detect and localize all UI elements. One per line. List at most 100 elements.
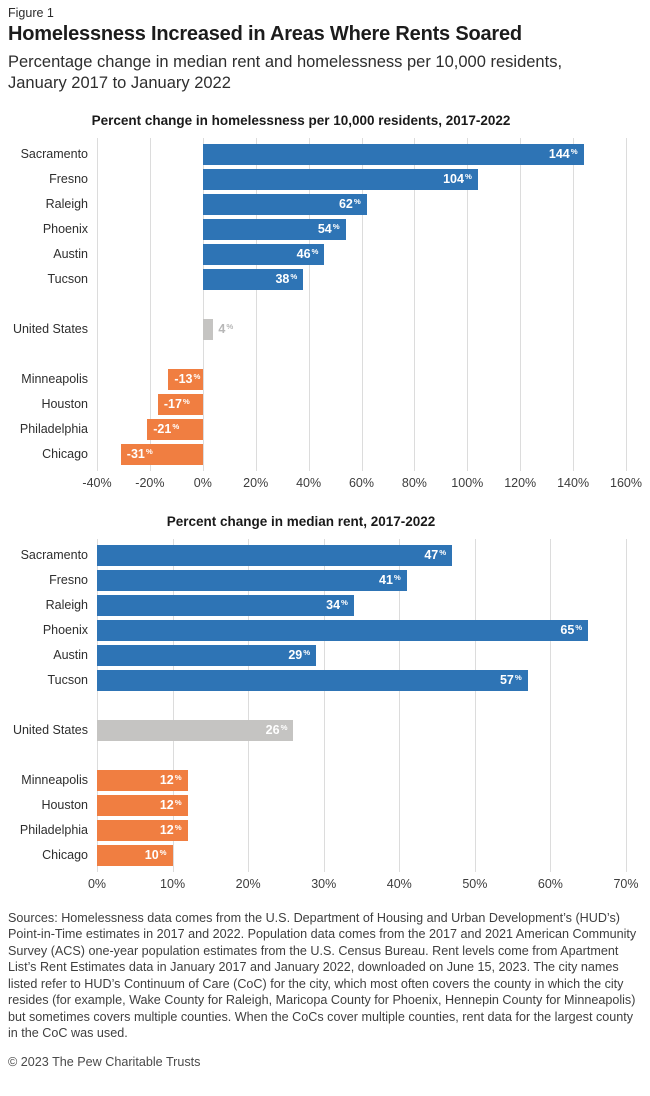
bar-cell: 12%	[97, 818, 626, 843]
bar-row-raleigh: Raleigh 34%	[0, 593, 626, 618]
category-label-united-states: United States	[12, 322, 88, 337]
x-axis-tick-60: 60%	[348, 475, 375, 490]
bar-row-tucson: Tucson 38%	[0, 267, 626, 292]
bar-value-number: 26	[265, 723, 280, 738]
bar-rows: Sacramento 144% Fresno 104% Raleigh 62% Phoeni…	[0, 138, 626, 471]
bar-row-phoenix: Phoenix 65%	[0, 618, 626, 643]
category-label-austin: Austin	[53, 247, 88, 262]
bar-value-phoenix: 54%	[203, 217, 346, 242]
x-axis-tick-50: 50%	[462, 876, 488, 891]
bar-row-tucson: Tucson 57%	[0, 668, 626, 693]
bar-value-number: -13	[174, 372, 193, 387]
bar-phoenix	[97, 619, 589, 641]
bar-tucson	[202, 268, 304, 290]
category-label-sacramento: Sacramento	[20, 147, 88, 162]
bar-value-fresno: 41%	[97, 568, 407, 593]
bar-value-sacramento: 47%	[97, 543, 452, 568]
gridline	[323, 538, 325, 872]
x-axis-tick-140: 140%	[557, 475, 590, 490]
bar-row-houston: Houston 12%	[0, 793, 626, 818]
gridline	[255, 137, 257, 471]
bar-united-states	[202, 318, 214, 340]
bar-value-number: 54	[317, 222, 332, 237]
bar-chicago	[97, 844, 173, 866]
plot-area: Sacramento 47% Fresno 41% Raleigh 34% Phoenix 6…	[0, 538, 627, 872]
gridline	[361, 137, 363, 471]
x-axis-tick-10: 10%	[160, 876, 186, 891]
bar-cell: 26%	[97, 718, 626, 743]
bar-value-sacramento: 144%	[203, 142, 584, 167]
gridline	[248, 538, 250, 872]
percent-sign: %	[172, 421, 180, 431]
bar-sacramento	[97, 544, 453, 566]
bar-value-minneapolis: 12%	[97, 768, 188, 793]
bar-value-number: 65	[560, 623, 575, 638]
bar-philadelphia	[147, 418, 203, 440]
x-axis-tick-20: 20%	[243, 475, 269, 490]
bar-phoenix	[202, 218, 346, 240]
bar-value-phoenix: 65%	[97, 618, 588, 643]
sources-note: Sources: Homelessness data comes from th…	[8, 910, 637, 1041]
bar-row-houston: Houston -17%	[0, 392, 626, 417]
bar-cell: 104%	[97, 167, 626, 192]
bar-row-raleigh: Raleigh 62%	[0, 192, 626, 217]
category-label-austin: Austin	[53, 648, 88, 663]
bar-value-tucson: 38%	[203, 267, 304, 292]
bar-value-tucson: 57%	[97, 668, 528, 693]
bar-value-number: 12	[159, 823, 174, 838]
percent-sign: %	[332, 221, 340, 231]
bar-value-number: 34	[326, 598, 341, 613]
x-axis-tick-70: 70%	[613, 876, 639, 891]
gridline	[626, 538, 627, 872]
page-title: Homelessness Increased in Areas Where Re…	[8, 23, 522, 45]
bar-row-philadelphia: Philadelphia 12%	[0, 818, 626, 843]
bar-row-fresno: Fresno 104%	[0, 167, 626, 192]
x-axis-tick-20: 20%	[235, 876, 261, 891]
bar-row-austin: Austin 46%	[0, 242, 626, 267]
bar-row-phoenix: Phoenix 54%	[0, 217, 626, 242]
chart-title-homelessness: Percent change in homelessness per 10,00…	[91, 112, 511, 128]
percent-sign: %	[174, 772, 182, 782]
bar-row-united-states: United States 4%	[0, 317, 626, 342]
gridline	[97, 137, 98, 471]
gridline	[172, 538, 174, 872]
bar-minneapolis	[97, 769, 188, 791]
x-axis-tick-60: 60%	[537, 876, 563, 891]
category-label-phoenix: Phoenix	[42, 623, 88, 638]
plot-area: Sacramento 144% Fresno 104% Raleigh 62% Phoeni…	[0, 137, 627, 471]
bar-value-austin: 46%	[203, 242, 325, 267]
bar-value-number: 104	[443, 172, 464, 187]
bar-houston	[97, 794, 188, 816]
bar-value-number: -17	[163, 397, 182, 412]
homelessness-plot: Sacramento 144% Fresno 104% Raleigh 62% Phoeni…	[0, 137, 642, 493]
category-label-tucson: Tucson	[47, 673, 88, 688]
bar-value-number: 38	[275, 272, 290, 287]
category-label-philadelphia: Philadelphia	[19, 422, 88, 437]
bar-cell: -17%	[97, 392, 626, 417]
group-spacer	[0, 693, 626, 718]
bar-row-austin: Austin 29%	[0, 643, 626, 668]
category-label-houston: Houston	[41, 798, 88, 813]
x-axis-tick-0: 0%	[87, 876, 107, 891]
bar-tucson	[97, 669, 528, 691]
bar-cell: 41%	[97, 568, 626, 593]
bar-value-number: 46	[296, 247, 311, 262]
bar-row-philadelphia: Philadelphia -21%	[0, 417, 626, 442]
bar-value-chicago: 10%	[97, 843, 173, 868]
bar-cell: 46%	[97, 242, 626, 267]
x-axis-tick-100: 100%	[451, 475, 484, 490]
group-spacer	[0, 342, 626, 367]
x-axis-tick--20: -20%	[135, 475, 165, 490]
bar-raleigh	[202, 193, 367, 215]
rent-change-chart: Percent change in median rent, 2017-2022…	[0, 514, 650, 894]
gridline	[626, 137, 627, 471]
bar-cell: 38%	[97, 267, 626, 292]
bar-raleigh	[97, 594, 354, 616]
grid-layer	[97, 538, 627, 872]
chart-title-rent: Percent change in median rent, 2017-2022	[166, 513, 436, 529]
category-label-houston: Houston	[41, 397, 88, 412]
category-label-raleigh: Raleigh	[45, 197, 88, 212]
x-axis-tick-80: 80%	[401, 475, 427, 490]
bar-row-minneapolis: Minneapolis -13%	[0, 367, 626, 392]
bar-value-raleigh: 62%	[203, 192, 367, 217]
